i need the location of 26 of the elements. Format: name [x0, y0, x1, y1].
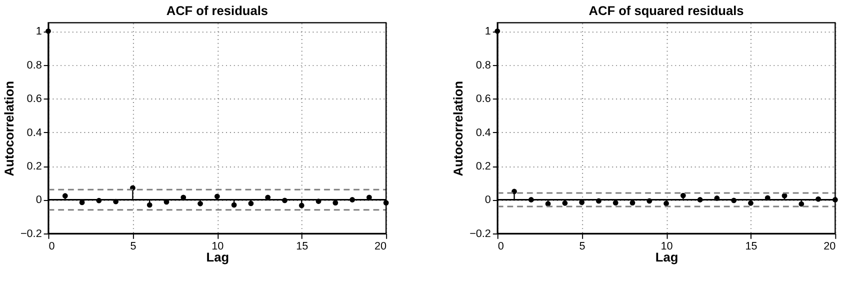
x-tick-label: 20 [374, 240, 387, 253]
x-tick-label: 0 [498, 240, 504, 253]
y-tick-label: −0.2 [470, 228, 491, 240]
x-tick-label: 20 [824, 240, 836, 253]
chart-title: ACF of squared residuals [588, 3, 744, 18]
y-axis-title: Autocorrelation [450, 80, 466, 176]
y-tick-label: 0.2 [476, 160, 491, 172]
x-tick-label: 5 [130, 240, 136, 253]
y-tick-label: 0 [484, 194, 491, 206]
y-tick-label: 1 [36, 26, 42, 38]
y-tick-label: 0.6 [476, 93, 491, 106]
y-tick-label: 0.8 [476, 59, 491, 72]
y-tick-label: 0.4 [26, 126, 42, 139]
x-tick-label: 15 [745, 240, 758, 253]
y-tick-label: 0.4 [476, 126, 491, 139]
y-tick-label: 0.2 [26, 160, 42, 172]
y-tick-label: 0.8 [26, 59, 42, 72]
y-tick-label: −0.2 [20, 228, 42, 240]
y-tick-label: 0.6 [26, 93, 42, 106]
x-tick-label: 0 [48, 240, 55, 253]
y-axis-title: Autocorrelation [2, 80, 17, 176]
y-tick-label: 1 [484, 26, 491, 38]
y-tick-label: 0 [36, 194, 42, 206]
chart-title: ACF of residuals [166, 3, 268, 18]
x-tick-label: 15 [296, 240, 308, 253]
x-tick-label: 5 [579, 240, 586, 253]
